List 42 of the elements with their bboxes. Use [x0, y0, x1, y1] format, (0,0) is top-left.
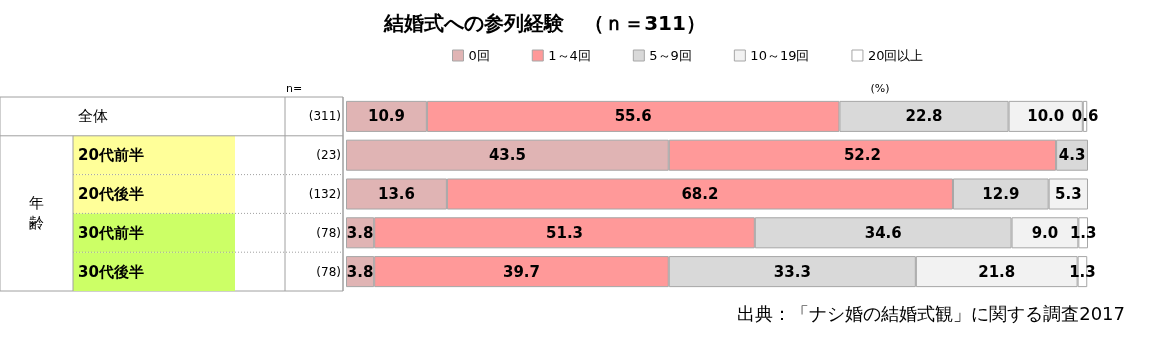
- data-label: 52.2: [843, 146, 881, 165]
- text: (311): [308, 109, 341, 124]
- data-label: 55.6: [614, 107, 652, 126]
- data-label: 9.0: [1031, 223, 1059, 242]
- text: (132): [308, 187, 341, 201]
- data-label: 12.9: [982, 185, 1020, 203]
- text: n=: [286, 81, 303, 95]
- y-tick-label: 30代前半: [78, 223, 144, 242]
- data-label: 3.8: [346, 262, 374, 281]
- data-label: 13.6: [377, 185, 415, 203]
- data-label: 10.0: [1027, 107, 1065, 126]
- text: 年齢: [28, 194, 44, 233]
- x-axis-title: (%): [870, 81, 890, 95]
- legend-label: 5～9回: [649, 48, 692, 63]
- data-label: 34.6: [864, 223, 902, 242]
- legend-label: 10～19回: [750, 48, 810, 63]
- data-label: 1.3: [1069, 223, 1097, 242]
- source-note: 出典：「ナシ婚の結婚式観」に関する調査2017: [737, 302, 1125, 324]
- data-label: 21.8: [978, 262, 1016, 281]
- data-label: 39.7: [502, 262, 540, 281]
- y-tick-label: 全体: [78, 107, 108, 126]
- data-label: 51.3: [546, 223, 584, 242]
- data-label: 4.3: [1058, 146, 1086, 165]
- data-label: 10.9: [367, 107, 405, 126]
- data-label: 33.3: [773, 262, 811, 281]
- y-tick-label: 30代後半: [78, 262, 144, 281]
- text: (78): [316, 264, 341, 279]
- data-label: 0.6: [1071, 107, 1099, 126]
- text: (23): [316, 148, 341, 163]
- data-label: 3.8: [346, 223, 374, 242]
- data-label: 22.8: [905, 107, 943, 126]
- legend-label: 0回: [468, 48, 490, 63]
- legend-label: 1～4回: [548, 48, 591, 63]
- data-label: 43.5: [488, 146, 526, 165]
- data-label: 5.3: [1055, 185, 1082, 203]
- legend-label: 20回以上: [867, 48, 924, 63]
- text: (78): [316, 225, 341, 240]
- y-tick-label: 20代前半: [78, 146, 144, 165]
- chart-title: 結婚式への参列経験 （ｎ＝311）: [383, 11, 706, 35]
- data-label: 68.2: [681, 185, 719, 203]
- data-label: 1.3: [1069, 262, 1096, 281]
- y-tick-label: 20代後半: [78, 185, 144, 203]
